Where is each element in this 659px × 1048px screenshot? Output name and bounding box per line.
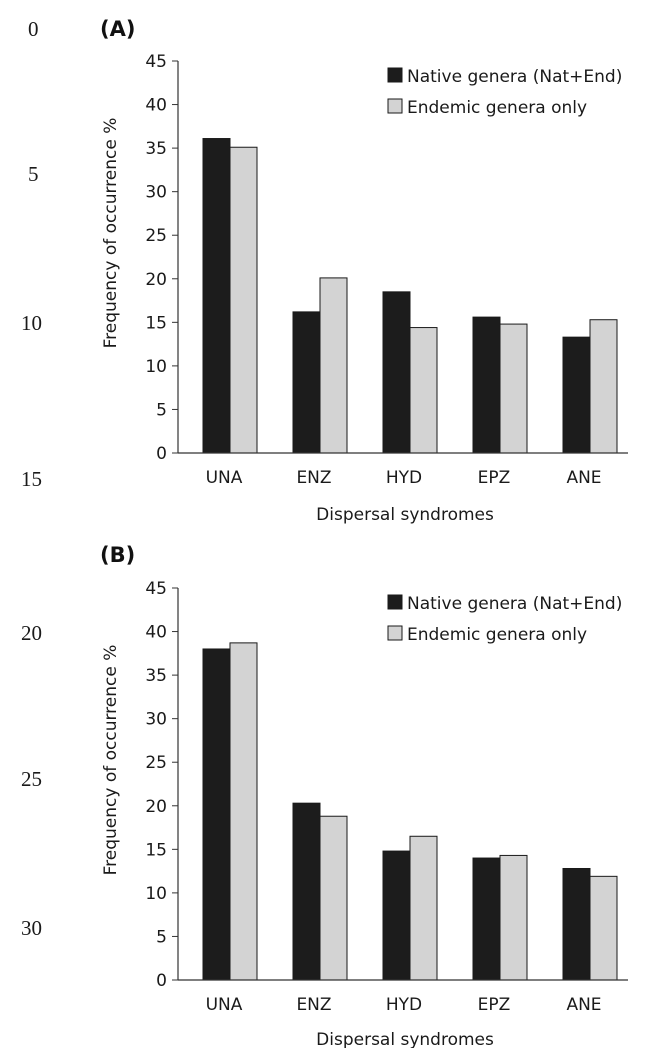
y-axis-title: Frequency of occurrence % (101, 645, 121, 876)
bar-endemic (409, 327, 438, 454)
line-number: 30 (21, 916, 42, 940)
y-tick-label: 0 (156, 971, 167, 991)
y-tick-label: 0 (156, 444, 167, 464)
bar-endemic (499, 323, 528, 454)
bar-endemic (229, 642, 258, 981)
y-tick-label: 25 (145, 226, 167, 246)
y-tick-label: 35 (145, 139, 167, 159)
bar-endemic (409, 835, 438, 981)
x-tick-label: ANE (566, 995, 601, 1015)
legend-swatch (387, 98, 403, 114)
x-axis-title: Dispersal syndromes (316, 1030, 494, 1048)
bar-endemic (319, 815, 348, 981)
y-tick-label: 40 (145, 623, 167, 643)
legend-swatch (387, 625, 403, 641)
y-tick-label: 25 (145, 753, 167, 773)
bar-native (202, 648, 231, 981)
bar-native (202, 138, 231, 454)
legend-label: Endemic genera only (407, 98, 587, 118)
x-tick-label: UNA (206, 995, 243, 1015)
y-axis-title: Frequency of occurrence % (101, 118, 121, 349)
bar-native (382, 850, 411, 981)
legend-label: Native genera (Nat+End) (407, 594, 622, 614)
y-tick-label: 10 (145, 357, 167, 377)
x-axis-title: Dispersal syndromes (316, 505, 494, 525)
line-number: 5 (28, 162, 39, 186)
bar-native (382, 291, 411, 454)
legend: Native genera (Nat+End) Endemic genera on… (387, 67, 622, 118)
y-tick-label: 45 (145, 52, 167, 72)
x-tick-label: HYD (386, 468, 422, 488)
line-number: 25 (21, 767, 42, 791)
x-tick-label: ANE (566, 468, 601, 488)
x-tick-label: ENZ (296, 468, 331, 488)
line-number: 10 (21, 311, 42, 335)
y-tick-label: 5 (156, 400, 167, 420)
bar-native (472, 316, 501, 454)
panel-label: (B) (100, 543, 135, 567)
x-tick-label: EPZ (478, 995, 511, 1015)
y-tick-label: 10 (145, 884, 167, 904)
y-tick-label: 20 (145, 270, 167, 290)
bar-endemic (229, 146, 258, 454)
line-numbers: 0 5 10 15 20 25 30 (21, 17, 42, 940)
y-tick-label: 40 (145, 96, 167, 116)
bar-native (292, 802, 321, 981)
line-number: 15 (21, 467, 42, 491)
chart-panels: (A) 0 5 10 15 20 25 30 35 40 45 UNA ENZ HYD EPZ ANE Disp… (100, 17, 628, 1048)
legend-label: Native genera (Nat+End) (407, 67, 622, 87)
legend-swatch (387, 594, 403, 610)
chart-panel-a: (A) 0 5 10 15 20 25 30 35 40 45 UNA ENZ HYD EPZ ANE Disp… (100, 17, 628, 525)
y-tick-label: 15 (145, 313, 167, 333)
legend: Native genera (Nat+End) Endemic genera on… (387, 594, 622, 645)
bar-native (292, 311, 321, 454)
y-tick-label: 30 (145, 710, 167, 730)
x-tick-label: EPZ (478, 468, 511, 488)
y-tick-label: 35 (145, 666, 167, 686)
legend-label: Endemic genera only (407, 625, 587, 645)
bar-endemic (319, 277, 348, 454)
bar-native (562, 867, 591, 981)
x-tick-label: HYD (386, 995, 422, 1015)
bar-endemic (499, 854, 528, 981)
chart-panel-b: (B) 0 5 10 15 20 25 30 35 40 45 UNA ENZ HYD EPZ ANE Disp… (100, 543, 628, 1048)
x-tick-label: ENZ (296, 995, 331, 1015)
panel-label: (A) (100, 17, 135, 41)
bar-endemic (589, 875, 618, 981)
x-tick-label: UNA (206, 468, 243, 488)
y-tick-label: 5 (156, 927, 167, 947)
bar-native (562, 336, 591, 454)
y-tick-label: 20 (145, 797, 167, 817)
line-number: 20 (21, 621, 42, 645)
legend-swatch (387, 67, 403, 83)
line-number: 0 (28, 17, 39, 41)
bar-native (472, 857, 501, 981)
y-tick-label: 15 (145, 840, 167, 860)
bar-endemic (589, 319, 618, 454)
y-tick-label: 30 (145, 183, 167, 203)
y-tick-label: 45 (145, 579, 167, 599)
